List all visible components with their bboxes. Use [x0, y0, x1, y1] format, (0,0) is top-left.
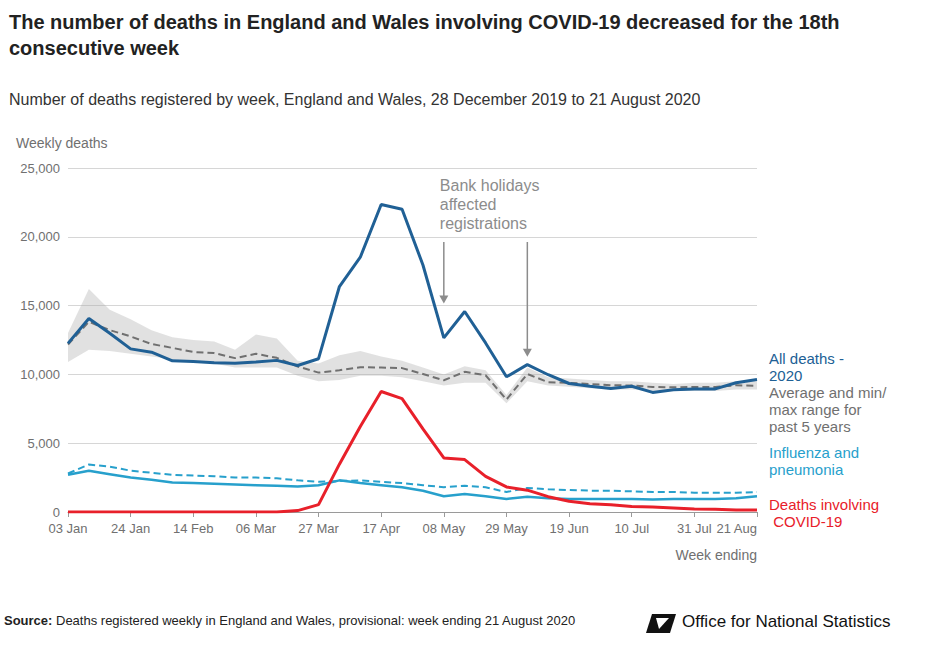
- svg-text:19 Jun: 19 Jun: [550, 521, 589, 536]
- svg-text:10 Jul: 10 Jul: [614, 521, 649, 536]
- svg-text:max range for: max range for: [769, 401, 866, 418]
- svg-text:27 Mar: 27 Mar: [298, 521, 339, 536]
- svg-text:15,000: 15,000: [20, 298, 60, 313]
- svg-text:Bank holidays: Bank holidays: [440, 177, 540, 194]
- svg-text:31 Jul: 31 Jul: [677, 521, 712, 536]
- svg-text:affected: affected: [440, 196, 497, 213]
- svg-text:Source:: Source:: [4, 613, 52, 628]
- svg-text:COVID-19: COVID-19: [769, 513, 842, 530]
- svg-text:All deaths -: All deaths -: [769, 350, 848, 367]
- svg-text:08 May: 08 May: [422, 521, 465, 536]
- svg-text:registrations: registrations: [440, 215, 527, 232]
- svg-text:17 Apr: 17 Apr: [362, 521, 400, 536]
- svg-text:06 Mar: 06 Mar: [236, 521, 277, 536]
- svg-text:consecutive week: consecutive week: [9, 37, 180, 59]
- svg-text:Week ending: Week ending: [676, 547, 757, 563]
- svg-text:24 Jan: 24 Jan: [111, 521, 150, 536]
- svg-text:Deaths involving: Deaths involving: [769, 496, 879, 513]
- svg-text:10,000: 10,000: [20, 367, 60, 382]
- svg-text:2020: 2020: [769, 367, 802, 384]
- svg-text:Weekly deaths: Weekly deaths: [16, 135, 108, 151]
- svg-text:03 Jan: 03 Jan: [48, 521, 87, 536]
- svg-text:Average and min/: Average and min/: [769, 384, 887, 401]
- svg-text:29 May: 29 May: [485, 521, 528, 536]
- svg-text:Influenza and: Influenza and: [769, 444, 863, 461]
- svg-text:Office for National Statistics: Office for National Statistics: [682, 612, 891, 631]
- svg-text:Deaths registered weekly in En: Deaths registered weekly in England and …: [52, 613, 575, 628]
- svg-text:14 Feb: 14 Feb: [173, 521, 213, 536]
- svg-text:past 5 years: past 5 years: [769, 418, 851, 435]
- svg-text:21 Aug: 21 Aug: [717, 521, 758, 536]
- svg-text:pneumonia: pneumonia: [769, 461, 844, 478]
- svg-text:20,000: 20,000: [20, 229, 60, 244]
- svg-text:The number of deaths in Englan: The number of deaths in England and Wale…: [9, 11, 845, 33]
- svg-text:0: 0: [53, 505, 60, 520]
- svg-text:Number of deaths registered by: Number of deaths registered by week, Eng…: [9, 91, 700, 108]
- svg-text:5,000: 5,000: [27, 436, 60, 451]
- svg-text:25,000: 25,000: [20, 161, 60, 176]
